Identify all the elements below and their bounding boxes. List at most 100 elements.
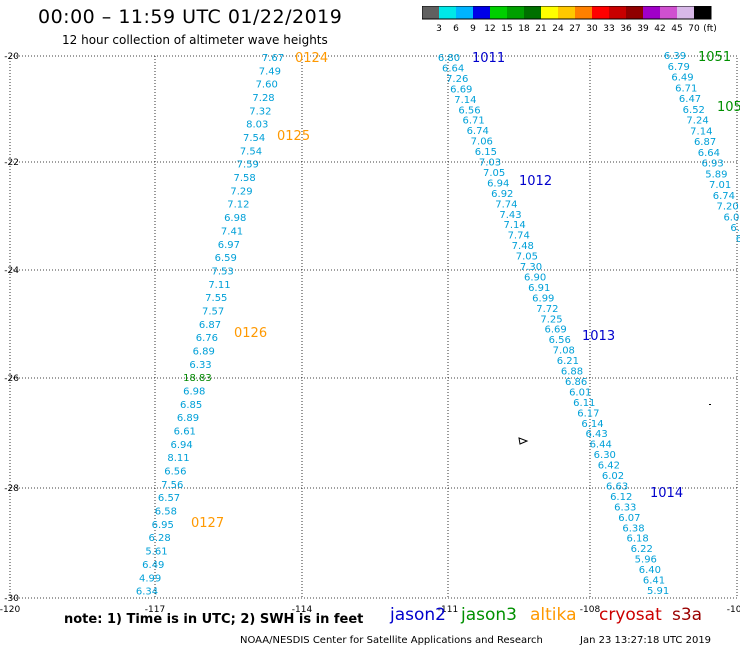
wave-height-value: 6.49 xyxy=(142,560,164,571)
wave-height-value: 7.49 xyxy=(259,66,281,77)
wave-height-value: 6.74 xyxy=(467,126,489,137)
lat-label: -26 xyxy=(4,374,19,384)
legend-cryosat: cryosat xyxy=(599,605,662,625)
credit-line: NOAA/NESDIS Center for Satellite Applica… xyxy=(240,635,543,646)
island-dot xyxy=(709,404,711,405)
wave-height-value: 6.21 xyxy=(557,356,579,367)
wave-height-value: 6.89 xyxy=(177,413,199,424)
wave-height-value: 7.14 xyxy=(503,220,525,231)
wave-height-value: 6.40 xyxy=(639,565,661,576)
wave-height-value: 6.14 xyxy=(581,419,603,430)
wave-height-value: 6.89 xyxy=(193,346,215,357)
wave-height-value: 6.99 xyxy=(532,293,554,304)
jason3-track: 6.396.796.496.716.476.527.247.146.876.64… xyxy=(664,50,740,245)
wave-height-value: 7.53 xyxy=(211,266,233,277)
color-swatch xyxy=(507,6,524,19)
wave-height-value: 7.01 xyxy=(709,180,731,191)
pass-time-label: 0126 xyxy=(234,326,267,341)
wave-height-value: 7.43 xyxy=(499,210,521,221)
wave-height-value: 6.94 xyxy=(487,178,509,189)
wave-height-value: 18.83 xyxy=(183,373,212,384)
wave-height-value: 6.79 xyxy=(668,62,690,73)
lat-label: -24 xyxy=(4,266,19,276)
wave-height-value: 6.47 xyxy=(679,94,701,105)
wave-height-value: 6.42 xyxy=(598,461,620,472)
wave-height-value: 6.92 xyxy=(491,189,513,200)
wave-height-value: 6.98 xyxy=(183,387,205,398)
wave-height-value: 6.87 xyxy=(694,137,716,148)
wave-height-value: 7.20 xyxy=(717,202,739,213)
wave-height-value: 6.18 xyxy=(626,534,648,545)
wave-height-value: 7.30 xyxy=(520,262,542,273)
pass-time-label: 1013 xyxy=(582,329,615,344)
wave-height-value: 6.56 xyxy=(458,105,480,116)
altika-track: 7.67 7.49 7.60 7.28 7.32 8.03 7.54 7.54 7.59 7.58… xyxy=(136,51,328,598)
wave-height-value: 5.89 xyxy=(705,169,727,180)
lon-label: -114 xyxy=(292,605,313,615)
wave-height-value: 7.24 xyxy=(686,116,708,127)
color-swatch xyxy=(490,6,507,19)
wave-height-value: 6.33 xyxy=(614,502,636,513)
map-title: 00:00 – 11:59 UTC 01/22/2019 xyxy=(38,6,343,28)
wave-height-value: 5.96 xyxy=(635,555,657,566)
wave-height-value: 6.87 xyxy=(199,320,221,331)
color-scale-label: 36 xyxy=(620,24,632,34)
color-swatch xyxy=(456,6,473,19)
wave-height-value: 6.93 xyxy=(701,159,723,170)
color-scale-label: 24 xyxy=(552,24,564,34)
wave-height-value: 7.41 xyxy=(221,226,243,237)
wave-height-value: 6.56 xyxy=(164,467,186,478)
color-scale-label: 12 xyxy=(484,24,495,34)
wave-height-value: 7.48 xyxy=(512,241,534,252)
color-scale-label: 15 xyxy=(501,24,512,34)
pass-time-label: 1014 xyxy=(650,486,683,501)
wave-height-value: 7.55 xyxy=(205,293,227,304)
wave-height-value: 6.02 xyxy=(602,471,624,482)
lon-label: -120 xyxy=(0,605,20,615)
color-scale-label: 30 xyxy=(586,24,598,34)
wave-height-value: 7.03 xyxy=(479,158,501,169)
wave-height-value: 6.98 xyxy=(224,213,246,224)
color-swatch xyxy=(694,6,711,19)
wave-height-value: 6.71 xyxy=(675,83,697,94)
color-swatch xyxy=(439,6,456,19)
wave-height-value: 6.38 xyxy=(622,523,644,534)
wave-height-value: 7.60 xyxy=(256,80,278,91)
wave-height-value: 6.17 xyxy=(577,408,599,419)
lat-label: -30 xyxy=(4,594,19,604)
wave-height-value: 7.12 xyxy=(227,200,249,211)
wave-height-value: 6.30 xyxy=(594,450,616,461)
pass-time-label: 1012 xyxy=(519,174,552,189)
color-scale-label: 18 xyxy=(518,24,530,34)
wave-height-value: 7.28 xyxy=(252,93,274,104)
color-swatch xyxy=(575,6,592,19)
wave-height-value: 6.57 xyxy=(158,493,180,504)
wave-height-value: 4.99 xyxy=(139,573,161,584)
legend-altika: altika xyxy=(530,605,577,625)
pass-time-label: 0127 xyxy=(191,516,224,531)
footer-note: note: 1) Time is in UTC; 2) SWH is in fe… xyxy=(64,612,364,627)
generation-timestamp: Jan 23 13:27:18 UTC 2019 xyxy=(580,635,712,646)
wave-height-value: 7.54 xyxy=(240,146,262,157)
wave-height-value: 6.41 xyxy=(643,576,665,587)
wave-height-value: 6.44 xyxy=(590,440,612,451)
pass-time-label: 105 xyxy=(717,100,740,115)
wave-height-value: 7.14 xyxy=(454,95,476,106)
color-swatch xyxy=(541,6,558,19)
wave-height-value: 6.91 xyxy=(528,283,550,294)
wave-height-value: 6.76 xyxy=(196,333,218,344)
color-scale-label: 70 xyxy=(688,24,700,34)
jason2-track: 6.806.647.266.697.146.566.716.747.066.15… xyxy=(438,51,683,597)
color-swatch xyxy=(626,6,643,19)
color-scale-label: 6 xyxy=(453,24,459,34)
wave-height-value: 7.25 xyxy=(540,314,562,325)
lat-label: -20 xyxy=(4,52,19,62)
lon-label: -105 xyxy=(727,605,740,615)
legend-jason3: jason3 xyxy=(461,605,517,625)
pass-time-label: 0124 xyxy=(295,51,328,66)
wave-height-value: 6.63 xyxy=(606,481,628,492)
color-swatch xyxy=(660,6,677,19)
color-swatch xyxy=(558,6,575,19)
color-swatch xyxy=(473,6,490,19)
wave-height-value: 6.39 xyxy=(664,51,686,62)
